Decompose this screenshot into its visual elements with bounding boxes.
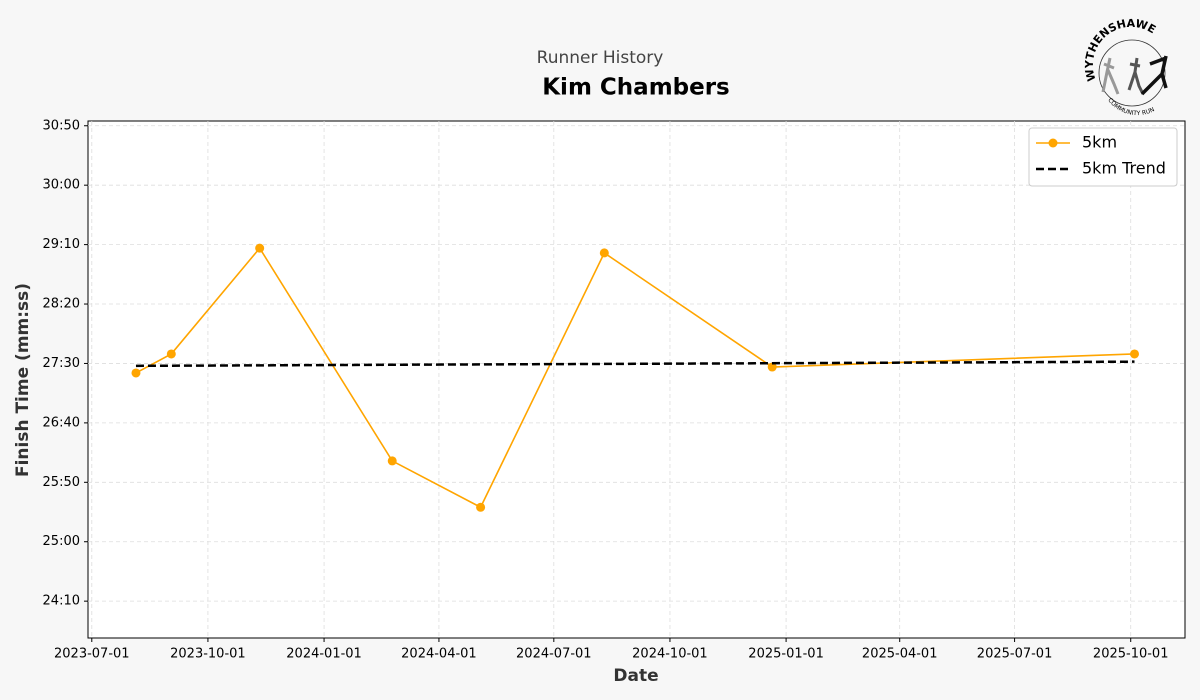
logo-runner <box>1101 57 1120 95</box>
logo-runner <box>1127 57 1145 95</box>
y-tick-label: 24:10 <box>43 594 80 609</box>
x-tick-label: 2025-07-01 <box>977 647 1053 662</box>
chart-subtitle: Runner History <box>537 48 664 68</box>
y-tick-label: 27:30 <box>43 356 80 371</box>
data-point <box>476 502 486 512</box>
legend-label: 5km Trend <box>1082 159 1166 178</box>
x-axis-label: Date <box>613 666 658 686</box>
data-point <box>599 248 609 258</box>
x-tick-label: 2024-07-01 <box>516 647 592 662</box>
series-line <box>135 246 1135 509</box>
legend-marker <box>1048 138 1058 148</box>
x-tick-label: 2025-10-01 <box>1093 647 1169 662</box>
x-tick-label: 2025-04-01 <box>862 647 938 662</box>
y-tick-label: 30:00 <box>43 178 80 193</box>
x-tick-label: 2025-01-01 <box>748 647 824 662</box>
x-tick-label: 2024-10-01 <box>632 647 708 662</box>
y-axis-label: Finish Time (mm:ss) <box>13 283 33 477</box>
data-point <box>767 362 777 372</box>
data-point <box>131 368 141 378</box>
y-tick-label: 25:00 <box>43 534 80 549</box>
data-point <box>1130 349 1140 359</box>
y-tick-label: 29:10 <box>43 237 80 252</box>
data-point <box>255 243 265 253</box>
plot-area <box>87 120 1186 639</box>
data-point <box>166 349 176 359</box>
legend-label: 5km <box>1082 133 1117 152</box>
y-tick-label: 25:50 <box>43 475 80 490</box>
x-tick-label: 2023-10-01 <box>170 647 246 662</box>
y-tick-label: 26:40 <box>43 415 80 430</box>
y-tick-label: 28:20 <box>43 297 80 312</box>
logo-ring <box>1098 39 1166 107</box>
data-point <box>387 456 397 466</box>
chart-title: Kim Chambers <box>542 75 730 101</box>
logo-runner <box>1140 55 1168 96</box>
x-tick-label: 2024-01-01 <box>286 647 362 662</box>
y-tick-label: 30:50 <box>43 118 80 133</box>
x-tick-label: 2023-07-01 <box>54 647 130 662</box>
series-line <box>135 360 1135 368</box>
x-tick-label: 2024-04-01 <box>401 647 477 662</box>
